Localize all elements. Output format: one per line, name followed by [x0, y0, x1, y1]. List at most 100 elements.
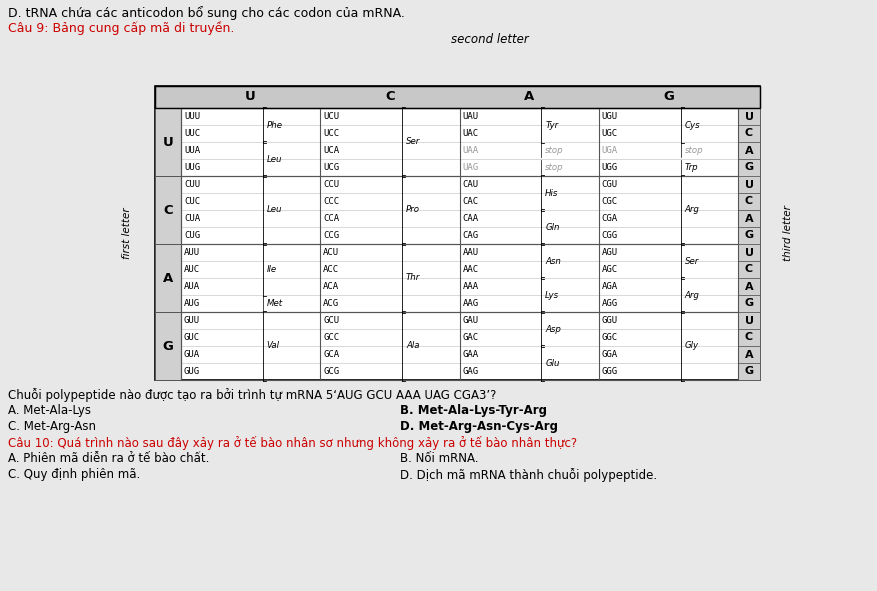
- Text: CGG: CGG: [602, 231, 618, 240]
- Text: UCA: UCA: [324, 146, 339, 155]
- Text: U: U: [745, 316, 753, 326]
- Text: D. Met-Arg-Asn-Cys-Arg: D. Met-Arg-Asn-Cys-Arg: [400, 420, 558, 433]
- Text: G: G: [745, 298, 753, 309]
- Text: C: C: [745, 128, 753, 138]
- Text: AGU: AGU: [602, 248, 618, 257]
- Bar: [155, 312, 181, 380]
- Text: CUU: CUU: [184, 180, 200, 189]
- Text: G: G: [745, 163, 753, 173]
- Text: Lys: Lys: [545, 291, 560, 300]
- Bar: [738, 363, 760, 380]
- Text: AGG: AGG: [602, 299, 618, 308]
- Text: C: C: [385, 90, 395, 103]
- Text: UUC: UUC: [184, 129, 200, 138]
- Text: CGA: CGA: [602, 214, 618, 223]
- Text: AAC: AAC: [462, 265, 479, 274]
- Text: ACA: ACA: [324, 282, 339, 291]
- Bar: [738, 125, 760, 142]
- Text: Arg: Arg: [685, 206, 699, 215]
- Text: CGC: CGC: [602, 197, 618, 206]
- Bar: [738, 108, 760, 125]
- Bar: [738, 295, 760, 312]
- Text: UGC: UGC: [602, 129, 618, 138]
- Text: UUA: UUA: [184, 146, 200, 155]
- Text: stop: stop: [545, 146, 564, 155]
- Text: Leu: Leu: [267, 154, 282, 164]
- Text: A: A: [745, 349, 753, 359]
- Text: GCU: GCU: [324, 316, 339, 325]
- Text: His: His: [545, 189, 559, 197]
- Bar: [738, 312, 760, 329]
- Bar: [738, 278, 760, 295]
- Text: first letter: first letter: [122, 207, 132, 259]
- Text: GUG: GUG: [184, 367, 200, 376]
- Text: CCU: CCU: [324, 180, 339, 189]
- Text: Gln: Gln: [545, 222, 560, 232]
- Text: B. Met-Ala-Lys-Tyr-Arg: B. Met-Ala-Lys-Tyr-Arg: [400, 404, 547, 417]
- Bar: [738, 159, 760, 176]
- Text: D. tRNA chứa các anticodon bổ sung cho các codon của mRNA.: D. tRNA chứa các anticodon bổ sung cho c…: [8, 6, 405, 20]
- Text: UUG: UUG: [184, 163, 200, 172]
- Text: A. Met-Ala-Lys: A. Met-Ala-Lys: [8, 404, 91, 417]
- Text: Pro: Pro: [406, 206, 420, 215]
- Text: C: C: [163, 203, 173, 216]
- Text: D. Dịch mã mRNA thành chuỗi polypeptide.: D. Dịch mã mRNA thành chuỗi polypeptide.: [400, 468, 657, 482]
- Text: CCC: CCC: [324, 197, 339, 206]
- Text: stop: stop: [685, 146, 703, 155]
- Bar: [738, 329, 760, 346]
- Text: AUG: AUG: [184, 299, 200, 308]
- Text: Val: Val: [267, 342, 280, 350]
- Bar: [181, 244, 738, 312]
- Bar: [738, 227, 760, 244]
- Text: Asp: Asp: [545, 324, 561, 333]
- Text: CUG: CUG: [184, 231, 200, 240]
- Text: UGU: UGU: [602, 112, 618, 121]
- Text: U: U: [745, 112, 753, 122]
- Text: U: U: [745, 180, 753, 190]
- Text: UGG: UGG: [602, 163, 618, 172]
- Text: UAC: UAC: [462, 129, 479, 138]
- Text: UCU: UCU: [324, 112, 339, 121]
- Text: UGA: UGA: [602, 146, 618, 155]
- Bar: [738, 142, 760, 159]
- Text: GAG: GAG: [462, 367, 479, 376]
- Bar: [155, 108, 181, 176]
- Text: GAC: GAC: [462, 333, 479, 342]
- Text: Leu: Leu: [267, 206, 282, 215]
- Text: Ile: Ile: [267, 265, 277, 274]
- Bar: [738, 244, 760, 261]
- Text: A: A: [745, 281, 753, 291]
- Text: G: G: [745, 366, 753, 376]
- Text: U: U: [246, 90, 256, 103]
- Text: Cys: Cys: [685, 121, 700, 129]
- Bar: [155, 86, 760, 108]
- Text: A: A: [163, 271, 173, 284]
- Text: G: G: [663, 90, 674, 103]
- Text: GUU: GUU: [184, 316, 200, 325]
- Text: GGU: GGU: [602, 316, 618, 325]
- Bar: [181, 176, 738, 244]
- Text: GCC: GCC: [324, 333, 339, 342]
- Text: Ser: Ser: [406, 138, 420, 147]
- Text: U: U: [745, 248, 753, 258]
- Text: GUA: GUA: [184, 350, 200, 359]
- Text: Tyr: Tyr: [545, 121, 559, 129]
- Text: UAG: UAG: [462, 163, 479, 172]
- Text: Gly: Gly: [685, 342, 699, 350]
- Text: CAG: CAG: [462, 231, 479, 240]
- Text: ACG: ACG: [324, 299, 339, 308]
- Text: AUA: AUA: [184, 282, 200, 291]
- Text: third letter: third letter: [783, 205, 793, 261]
- Text: CCG: CCG: [324, 231, 339, 240]
- Text: AAG: AAG: [462, 299, 479, 308]
- Text: C. Met-Arg-Asn: C. Met-Arg-Asn: [8, 420, 96, 433]
- Text: AGC: AGC: [602, 265, 618, 274]
- Text: AGA: AGA: [602, 282, 618, 291]
- Text: GGC: GGC: [602, 333, 618, 342]
- Text: Glu: Glu: [545, 359, 560, 368]
- Text: UUU: UUU: [184, 112, 200, 121]
- Text: CCA: CCA: [324, 214, 339, 223]
- Text: A: A: [524, 90, 534, 103]
- Text: B. Nối mRNA.: B. Nối mRNA.: [400, 452, 479, 465]
- Text: UAU: UAU: [462, 112, 479, 121]
